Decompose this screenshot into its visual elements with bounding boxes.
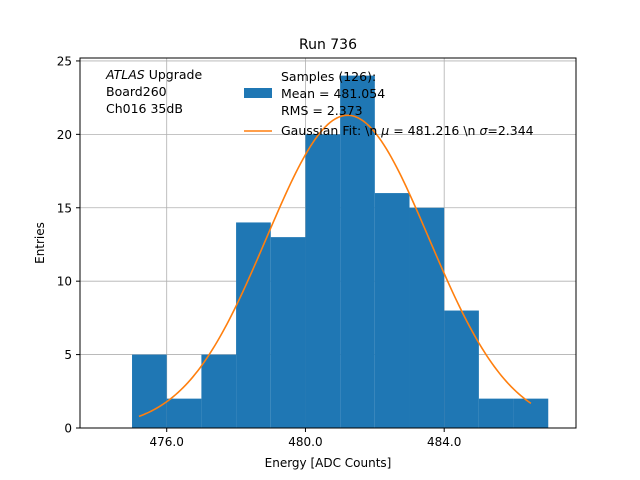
legend: Samples (126): Mean = 481.054 RMS = 2.37… [244,69,534,138]
legend-fit-sigma: σ [479,123,488,138]
legend-fit-prefix: Gaussian Fit: \n [281,123,381,138]
x-tick-label: 484.0 [427,435,461,449]
legend-rms: RMS = 2.373 [281,103,363,118]
legend-fit-mid: = 481.216 \n [389,123,479,138]
y-axis-label: Entries [33,222,47,264]
legend-fit-mu: μ [380,123,389,138]
y-tick-label: 10 [57,275,72,289]
x-ticks: 476.0 480.0 484.0 [150,428,461,449]
chart-title: Run 736 [299,37,357,53]
y-tick-label: 20 [57,128,72,142]
y-tick-label: 15 [57,201,72,215]
y-tick-label: 5 [64,348,72,362]
histogram-bar [513,398,549,428]
board-label: Board260 [106,84,167,99]
histogram-bar [236,222,271,428]
channel-label: Ch016 35dB [106,101,183,116]
upgrade-label: Upgrade [145,67,203,82]
histogram-bar [166,398,202,428]
x-tick-label: 476.0 [150,435,184,449]
legend-samples-patch [244,88,272,98]
plot-frame [79,57,577,429]
histogram-bar [132,354,167,428]
legend-mean: Mean = 481.054 [281,86,385,101]
histogram-bar [444,310,479,428]
histogram-bar [270,237,306,428]
y-tick-label: 25 [57,54,72,68]
x-axis-label: Energy [ADC Counts] [265,456,392,470]
atlas-label: ATLAS [105,67,145,82]
histogram-bar [409,207,445,428]
histogram-bar [374,193,410,428]
gaussian-fit [138,114,532,418]
histogram-bar [478,398,514,428]
histogram-bar [305,134,341,428]
histogram-bar [340,75,375,428]
y-tick-label: 0 [64,422,72,436]
legend-samples-text: Samples (126): Mean = 481.054 RMS = 2.37… [281,69,389,118]
x-tick-label: 480.0 [288,435,322,449]
histogram-bars [132,75,549,428]
histogram-bar [201,354,237,428]
legend-samples-title: Samples (126): [281,69,376,84]
fit-curve [138,114,532,418]
legend-fit-suffix: =2.344 [487,123,533,138]
legend-fit-text: Gaussian Fit: \n μ = 481.216 \n σ=2.344 [281,123,534,138]
atlas-annotation: ATLAS Upgrade Board260 Ch016 35dB [105,67,206,116]
y-ticks: 0 5 10 15 20 25 [57,54,80,436]
